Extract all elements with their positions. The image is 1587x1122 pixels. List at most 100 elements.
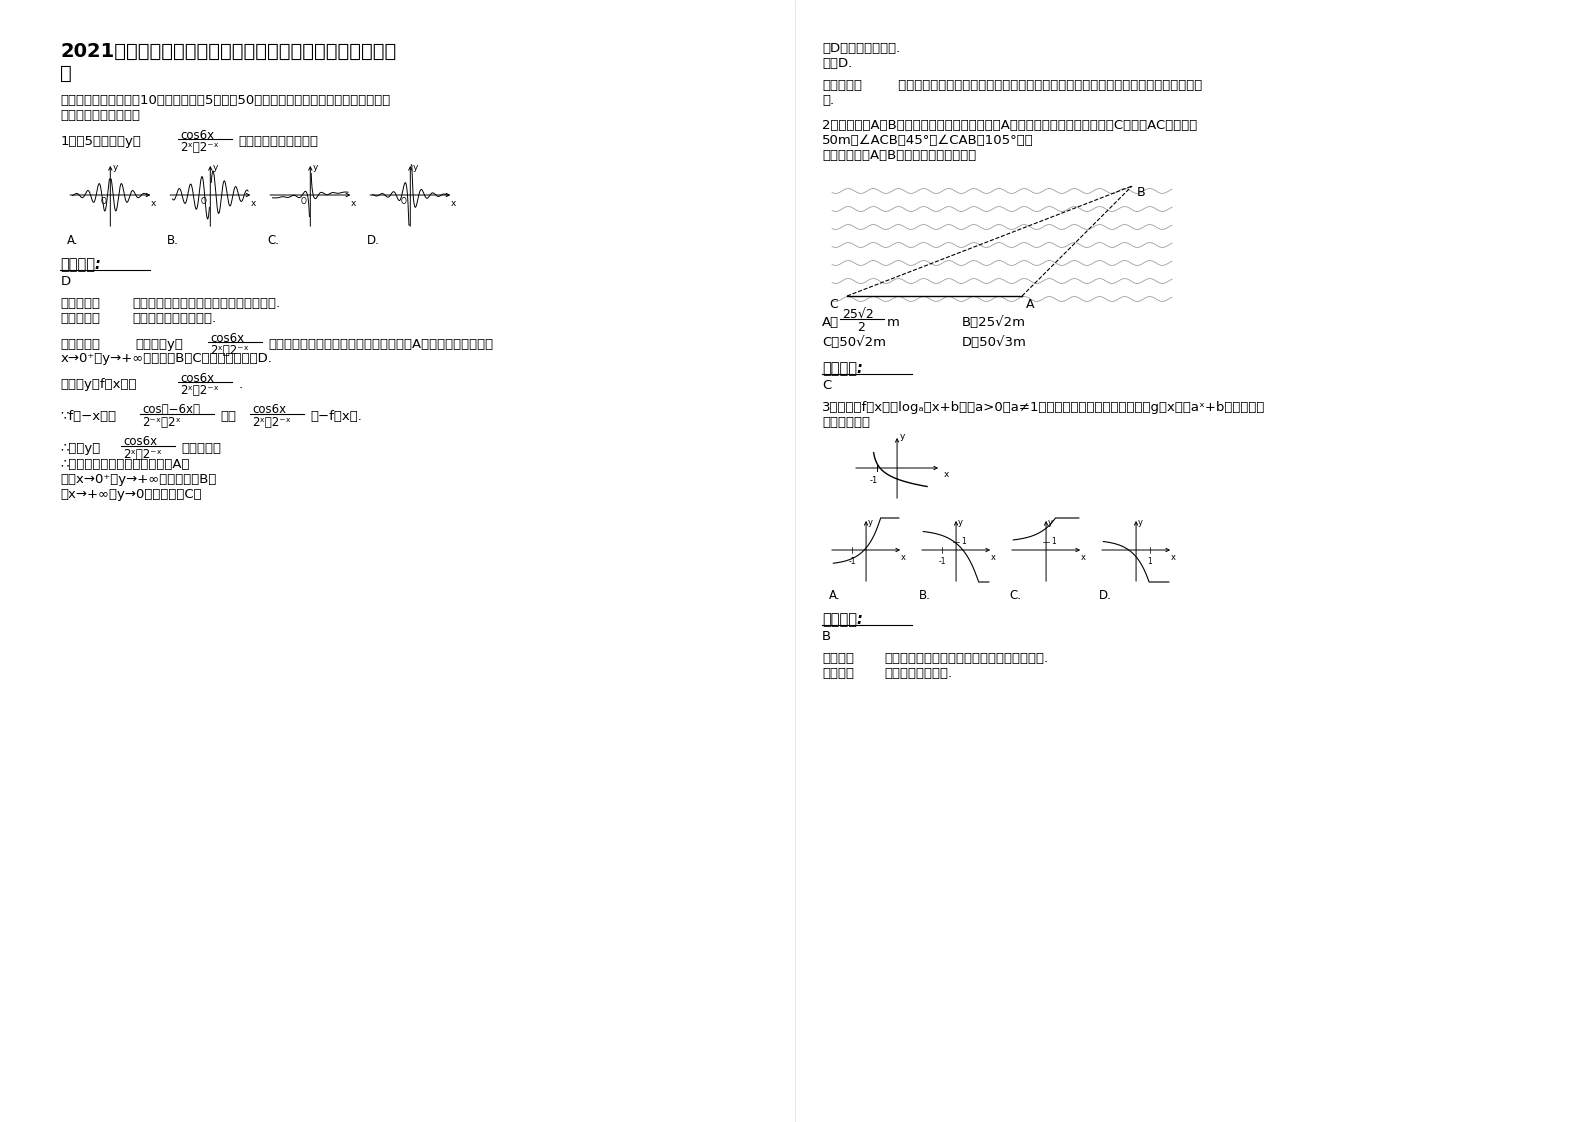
Text: A.: A. [67, 234, 79, 247]
Text: 2: 2 [857, 321, 865, 334]
Text: y: y [113, 163, 117, 172]
Text: C: C [822, 379, 832, 392]
Text: y: y [413, 163, 417, 172]
Text: m: m [887, 316, 900, 329]
Text: B: B [1136, 186, 1146, 199]
Text: cos6x: cos6x [252, 403, 286, 416]
Text: 2ˣ－2⁻ˣ: 2ˣ－2⁻ˣ [181, 384, 219, 397]
Text: 【分析】：: 【分析】： [60, 338, 100, 351]
Text: 为（　　　）: 为（ ） [822, 416, 870, 429]
Text: x: x [901, 553, 906, 562]
Text: x: x [451, 199, 455, 208]
Text: y: y [868, 518, 873, 527]
Text: 【考点】: 【考点】 [822, 652, 854, 665]
Text: 一、选择题：本大题共10小题，每小题5分，共50分。在每小题给出的四个选项中，只有: 一、选择题：本大题共10小题，每小题5分，共50分。在每小题给出的四个选项中，只… [60, 94, 390, 107]
Text: 的图象大致为（　　）: 的图象大致为（ ） [238, 135, 319, 148]
Text: cos6x: cos6x [181, 373, 214, 385]
Text: 三角函数的图像与性质.: 三角函数的图像与性质. [132, 312, 216, 325]
Text: C．50√2m: C．50√2m [822, 335, 886, 349]
Text: D: D [60, 275, 70, 288]
Text: cos6x: cos6x [124, 435, 157, 448]
Text: y: y [959, 518, 963, 527]
Text: A.: A. [828, 589, 841, 603]
Text: O: O [400, 197, 406, 206]
Text: O: O [200, 197, 206, 206]
Text: 1．（5分）函数y＝: 1．（5分）函数y＝ [60, 135, 141, 148]
Text: y: y [1138, 518, 1143, 527]
Text: x: x [1171, 553, 1176, 562]
Text: 就可以计算出A、B两点的距离为（　　）: 就可以计算出A、B两点的距离为（ ） [822, 149, 976, 162]
Text: 【点评】：: 【点评】： [822, 79, 862, 92]
Text: A: A [1027, 298, 1035, 311]
Text: 而D均满足以上分析.: 而D均满足以上分析. [822, 42, 900, 55]
Text: x: x [251, 199, 256, 208]
Text: B.: B. [167, 234, 179, 247]
Text: D.: D. [367, 234, 381, 247]
Text: 故选D.: 故选D. [822, 57, 852, 70]
Text: D.: D. [1100, 589, 1112, 603]
Text: x: x [351, 199, 355, 208]
Text: x: x [990, 553, 997, 562]
Text: 解：令y＝f（x）＝: 解：令y＝f（x）＝ [60, 378, 136, 390]
Text: y: y [900, 432, 906, 441]
Text: 为奇函数，: 为奇函数， [181, 442, 221, 456]
Text: C.: C. [1009, 589, 1020, 603]
Text: 析: 析 [60, 64, 71, 83]
Text: 参考答案:: 参考答案: [60, 257, 102, 272]
Text: 题.: 题. [822, 94, 835, 107]
Text: y: y [1047, 518, 1054, 527]
Text: 3．若函数f（x）＝logₐ（x+b）（a>0，a≠1）的大致图象如图所示，则函数g（x）＝aˣ+b的大致图象: 3．若函数f（x）＝logₐ（x+b）（a>0，a≠1）的大致图象如图所示，则函… [822, 401, 1265, 414]
Text: 2ˣ－2⁻ˣ: 2ˣ－2⁻ˣ [211, 344, 249, 357]
Text: ＝−f（x）.: ＝−f（x）. [311, 410, 362, 423]
Text: 1: 1 [962, 537, 966, 546]
Text: x: x [944, 470, 949, 479]
Text: ∴其图象关于原点对称，可排除A；: ∴其图象关于原点对称，可排除A； [60, 458, 190, 471]
Text: 【专题】：: 【专题】： [60, 312, 100, 325]
Text: O: O [100, 197, 106, 206]
Text: 2ˣ－2⁻ˣ: 2ˣ－2⁻ˣ [124, 448, 162, 461]
Text: D．50√3m: D．50√3m [962, 335, 1027, 349]
Text: 2ˣ－2⁻ˣ: 2ˣ－2⁻ˣ [252, 416, 290, 429]
Text: 2⁻ˣ－2ˣ: 2⁻ˣ－2ˣ [143, 416, 181, 429]
Text: ∵f（−x）＝: ∵f（−x）＝ [60, 410, 116, 423]
Text: cos6x: cos6x [181, 129, 214, 142]
Text: x→0⁺，y→+∞）可排除B，C，从而得到答案D.: x→0⁺，y→+∞）可排除B，C，从而得到答案D. [60, 352, 273, 365]
Text: y: y [213, 163, 217, 172]
Text: y: y [313, 163, 317, 172]
Text: x: x [151, 199, 156, 208]
Text: -1: -1 [938, 557, 946, 565]
Text: ＝－: ＝－ [221, 410, 236, 423]
Text: A．: A． [822, 316, 840, 329]
Text: B．25√2m: B．25√2m [962, 316, 1027, 329]
Text: 对数函数的图像与性质；指数函数的图像变换.: 对数函数的图像与性质；指数函数的图像变换. [884, 652, 1047, 665]
Text: 由于函数y＝: 由于函数y＝ [135, 338, 183, 351]
Text: 1: 1 [1051, 537, 1055, 546]
Text: O: O [300, 197, 306, 206]
Text: cos6x: cos6x [211, 332, 244, 344]
Text: 又当x→0⁺，y→+∞，故可排除B；: 又当x→0⁺，y→+∞，故可排除B； [60, 473, 217, 486]
Text: 2021年贵州省遵义市大面私立中学高三数学理联考试卷含解: 2021年贵州省遵义市大面私立中学高三数学理联考试卷含解 [60, 42, 397, 61]
Text: -1: -1 [870, 476, 878, 485]
Text: 是一个符合题目要求的: 是一个符合题目要求的 [60, 109, 140, 122]
Text: x: x [1081, 553, 1086, 562]
Text: .: . [238, 378, 243, 390]
Text: 余弦函数的图象；奇偶函数图象的对称性.: 余弦函数的图象；奇偶函数图象的对称性. [132, 297, 281, 310]
Text: 2ˣ－2⁻ˣ: 2ˣ－2⁻ˣ [181, 141, 219, 154]
Text: -1: -1 [849, 557, 855, 565]
Text: 为奇函数，其图象关于原点对称，可排除A，利用极限思想（如: 为奇函数，其图象关于原点对称，可排除A，利用极限思想（如 [268, 338, 494, 351]
Text: 当x→+∞，y→0，故可排除C；: 当x→+∞，y→0，故可排除C； [60, 488, 202, 502]
Text: C.: C. [267, 234, 279, 247]
Text: 本题考查奇偶函数图象的对称性，考查极限思想的运用，考查排除法的应用，属于中档: 本题考查奇偶函数图象的对称性，考查极限思想的运用，考查排除法的应用，属于中档 [893, 79, 1203, 92]
Text: 【专题】: 【专题】 [822, 666, 854, 680]
Text: 2．如图，设A、B两点在河的两岸，一测量者在A的同侧所在的河岸边选定一点C，测出AC的距离为: 2．如图，设A、B两点在河的两岸，一测量者在A的同侧所在的河岸边选定一点C，测出… [822, 119, 1197, 132]
Text: 1: 1 [1147, 557, 1152, 565]
Text: 参考答案:: 参考答案: [822, 611, 863, 627]
Text: 函数的性质及应用.: 函数的性质及应用. [884, 666, 952, 680]
Text: 25√2: 25√2 [843, 309, 874, 321]
Text: B.: B. [919, 589, 932, 603]
Text: 50m，∠ACB＝45°，∠CAB＝105°后，: 50m，∠ACB＝45°，∠CAB＝105°后， [822, 134, 1033, 147]
Text: B: B [822, 629, 832, 643]
Text: 【考点】：: 【考点】： [60, 297, 100, 310]
Text: ∴函数y＝: ∴函数y＝ [60, 442, 100, 456]
Text: C: C [828, 298, 838, 311]
